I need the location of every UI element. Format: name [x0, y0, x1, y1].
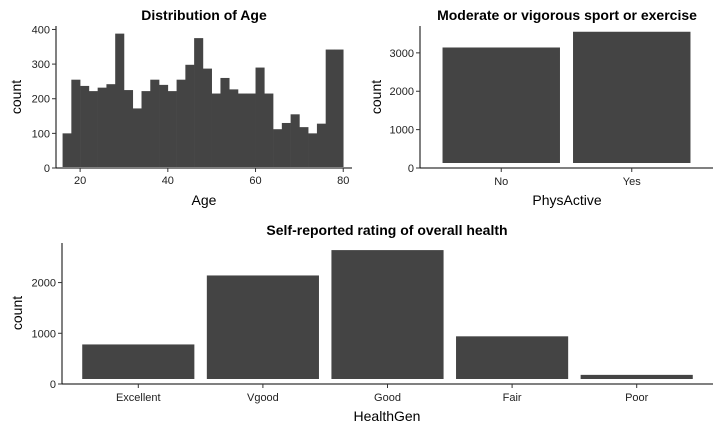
- y-tick-label: 3000: [390, 48, 414, 60]
- age-histogram-bar: [273, 129, 283, 167]
- healthgen-bars: [82, 250, 693, 379]
- physactive-bars: [442, 31, 691, 163]
- physactive-x-label: PhysActive: [532, 192, 601, 208]
- bar-excellent: [82, 344, 195, 379]
- age-histogram-bar: [88, 91, 98, 167]
- physactive-y-ticks: 0 1000 2000 3000: [390, 48, 420, 175]
- age-histogram-bar: [299, 127, 309, 167]
- age-histogram-x-ticks: 20 40 60 80: [74, 168, 349, 187]
- physactive-y-label: count: [368, 80, 384, 114]
- age-histogram-bar: [123, 90, 134, 167]
- age-histogram-bar: [211, 93, 221, 167]
- x-tick-label: 40: [162, 175, 174, 187]
- age-histogram-bar: [80, 85, 90, 167]
- x-tick-label: Vgood: [247, 392, 279, 404]
- x-tick-label: 60: [249, 175, 261, 187]
- age-histogram-bar: [167, 91, 177, 167]
- age-histogram-panel: Distribution of Age 0 100 200 300 400 20 40 60…: [8, 7, 352, 208]
- y-tick-label: 100: [32, 128, 50, 140]
- y-tick-label: 0: [50, 379, 56, 391]
- age-histogram-title: Distribution of Age: [141, 7, 267, 23]
- age-histogram-bar: [308, 133, 318, 167]
- bar-good: [331, 250, 444, 379]
- age-histogram-bar: [316, 123, 326, 167]
- x-tick-label: 20: [74, 175, 86, 187]
- age-histogram-bar: [281, 122, 291, 167]
- age-histogram-bar: [334, 49, 344, 167]
- y-tick-label: 2000: [32, 278, 56, 290]
- x-tick-label: Good: [374, 392, 401, 404]
- age-histogram-bar: [246, 93, 256, 167]
- y-tick-label: 0: [44, 163, 50, 175]
- age-histogram-bar: [237, 93, 248, 167]
- age-histogram-bar: [194, 38, 204, 168]
- x-tick-label: Excellent: [116, 392, 161, 404]
- y-tick-label: 300: [32, 59, 50, 71]
- age-histogram-bar: [290, 114, 300, 167]
- age-histogram-bars: [62, 33, 344, 168]
- x-tick-label: 80: [337, 175, 349, 187]
- age-histogram-x-label: Age: [192, 192, 217, 208]
- y-tick-label: 2000: [390, 86, 414, 98]
- age-histogram-y-ticks: 0 100 200 300 400: [32, 24, 56, 175]
- y-tick-label: 1000: [390, 125, 414, 137]
- age-histogram-y-label: count: [8, 80, 24, 114]
- healthgen-y-label: count: [9, 296, 25, 330]
- y-tick-label: 200: [32, 94, 50, 106]
- x-tick-label: Yes: [623, 176, 641, 188]
- age-histogram-bar: [176, 79, 186, 167]
- age-histogram-bar: [97, 87, 107, 167]
- healthgen-x-label: HealthGen: [354, 408, 421, 424]
- physactive-panel: Moderate or vigorous sport or exercise 0…: [368, 7, 713, 208]
- age-histogram-bar: [106, 84, 116, 167]
- age-histogram-bar: [185, 64, 195, 167]
- y-tick-label: 0: [408, 163, 414, 175]
- age-histogram-bar: [150, 79, 160, 167]
- healthgen-panel: Self-reported rating of overall health 0…: [9, 222, 713, 424]
- x-tick-label: Fair: [503, 392, 522, 404]
- y-tick-label: 400: [32, 24, 50, 36]
- physactive-x-ticks: No Yes: [494, 168, 641, 188]
- age-histogram-bar: [132, 108, 142, 167]
- age-histogram-bar: [220, 77, 230, 167]
- physactive-title: Moderate or vigorous sport or exercise: [437, 7, 697, 23]
- bar-yes: [573, 31, 691, 163]
- age-histogram-bar: [255, 67, 265, 167]
- age-histogram-bar: [264, 93, 274, 167]
- healthgen-title: Self-reported rating of overall health: [266, 222, 507, 238]
- bar-poor: [580, 374, 693, 379]
- age-histogram-bar: [159, 84, 169, 167]
- x-tick-label: Poor: [625, 392, 649, 404]
- age-histogram-bar: [71, 79, 81, 167]
- age-histogram-bar: [141, 91, 151, 167]
- healthgen-x-ticks: Excellent Vgood Good Fair Poor: [116, 384, 649, 404]
- age-histogram-bar: [202, 68, 212, 167]
- healthgen-y-ticks: 0 1000 2000: [32, 278, 62, 391]
- age-histogram-bar: [229, 89, 239, 167]
- age-histogram-bar: [115, 33, 125, 168]
- bar-fair: [456, 336, 569, 379]
- bar-vgood: [206, 275, 319, 379]
- x-tick-label: No: [494, 176, 508, 188]
- age-histogram-bar: [325, 49, 335, 167]
- age-histogram-bar: [62, 133, 72, 167]
- bar-no: [442, 47, 560, 163]
- y-tick-label: 1000: [32, 328, 56, 340]
